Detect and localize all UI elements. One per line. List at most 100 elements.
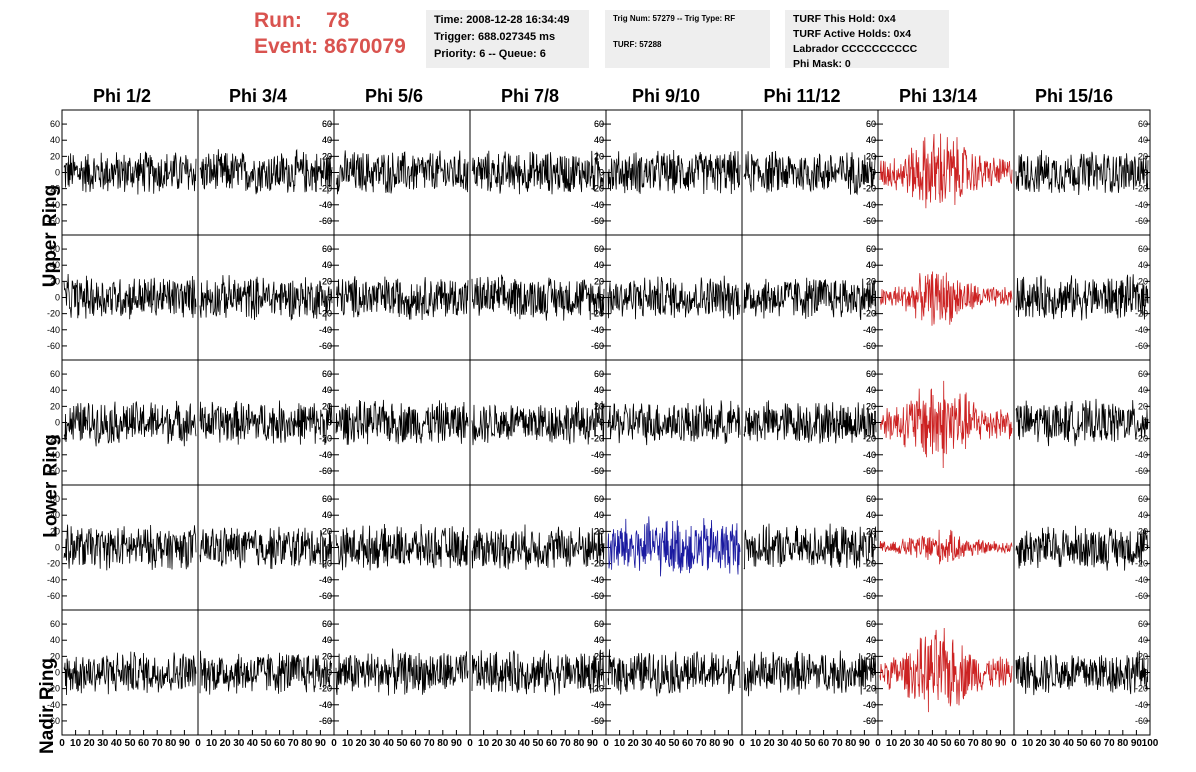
- x-tick-label: 10: [886, 738, 898, 749]
- y-tick-label: 60: [866, 619, 876, 629]
- x-tick-label: 70: [152, 738, 164, 749]
- x-tick-label: 90: [859, 738, 871, 749]
- y-tick-label: -60: [591, 716, 604, 726]
- y-tick-label: 20: [594, 651, 604, 661]
- y-tick-label: 20: [594, 276, 604, 286]
- y-tick-label: -40: [863, 325, 876, 335]
- x-tick-label: 10: [70, 738, 82, 749]
- y-tick-label: -60: [863, 716, 876, 726]
- y-tick-label: 20: [50, 151, 60, 161]
- waveform-trace: [1015, 650, 1149, 696]
- y-tick-label: -20: [591, 184, 604, 194]
- y-tick-label: -40: [319, 700, 332, 710]
- y-tick-label: 0: [55, 168, 60, 178]
- x-tick-label: 10: [206, 738, 218, 749]
- waveform-panel-r3-c1: -60 -40 -20 0 20 40 60: [197, 484, 335, 611]
- y-tick-label: 20: [866, 276, 876, 286]
- y-tick-label: -60: [591, 716, 604, 726]
- x-tick-label: 80: [981, 738, 993, 749]
- y-tick-label: 60: [594, 494, 604, 504]
- waveform-trace: [199, 400, 333, 446]
- y-tick-label: -40: [591, 200, 604, 210]
- y-tick-label: -40: [1135, 325, 1148, 335]
- waveform-trace: [471, 274, 605, 321]
- waveform-trace: [63, 651, 197, 696]
- y-tick-label: 40: [50, 135, 60, 145]
- y-tick-label: 0: [327, 543, 332, 553]
- x-tick-label: 90: [179, 738, 191, 749]
- y-tick-label: -40: [1135, 700, 1148, 710]
- y-tick-label: 20: [594, 276, 604, 286]
- x-tick-label: 70: [696, 738, 708, 749]
- x-tick-label: 50: [668, 738, 680, 749]
- x-tick-label: 0: [467, 738, 473, 749]
- x-tick-label: 50: [532, 738, 544, 749]
- waveform-trace: [743, 150, 877, 196]
- y-tick-label: 40: [322, 260, 332, 270]
- y-tick-label: -40: [319, 325, 332, 335]
- y-tick-label: -40: [319, 325, 332, 335]
- y-tick-label: -40: [863, 450, 876, 460]
- x-tick-label: 0: [59, 738, 65, 749]
- x-tick-label: 60: [274, 738, 286, 749]
- waveform-trace: [743, 277, 877, 321]
- y-tick-label: -20: [591, 684, 604, 694]
- y-tick-label: -40: [863, 700, 876, 710]
- info-turf-active: TURF Active Holds: 0x4: [793, 28, 912, 40]
- y-tick-label: 40: [866, 635, 876, 645]
- y-tick-label: 40: [50, 385, 60, 395]
- y-tick-label: 60: [50, 244, 60, 254]
- waveform-trace: [63, 524, 197, 571]
- info-priority: Priority: 6 -- Queue: 6: [434, 48, 546, 60]
- y-tick-label: 40: [322, 635, 332, 645]
- x-tick-label: 80: [573, 738, 585, 749]
- y-tick-label: -60: [319, 591, 332, 601]
- x-tick-label: 60: [546, 738, 558, 749]
- y-tick-label: 20: [322, 651, 332, 661]
- y-tick-label: 40: [594, 260, 604, 270]
- waveform-trace: [63, 273, 197, 320]
- y-tick-label: 40: [594, 510, 604, 520]
- y-tick-label: -60: [863, 341, 876, 351]
- y-tick-label: 20: [594, 401, 604, 411]
- y-tick-label: -60: [47, 216, 60, 226]
- y-tick-label: -40: [319, 200, 332, 210]
- x-tick-label: 70: [1104, 738, 1116, 749]
- y-tick-label: -60: [591, 216, 604, 226]
- y-tick-label: 0: [55, 293, 60, 303]
- x-tick-label: 60: [410, 738, 422, 749]
- waveform-trace: [879, 133, 1013, 209]
- y-tick-label: -40: [319, 200, 332, 210]
- y-tick-label: -20: [863, 184, 876, 194]
- y-tick-label: -60: [591, 216, 604, 226]
- run-event-label: Run: 78 Event: 8670079: [254, 8, 406, 60]
- y-tick-label: 40: [594, 510, 604, 520]
- y-tick-label: -40: [863, 200, 876, 210]
- y-tick-label: -20: [591, 434, 604, 444]
- y-tick-label: 20: [594, 151, 604, 161]
- x-tick-label: 40: [655, 738, 667, 749]
- waveform-trace: [335, 150, 469, 195]
- y-tick-label: 0: [327, 418, 332, 428]
- y-tick-label: -60: [319, 716, 332, 726]
- y-tick-label: -20: [319, 184, 332, 194]
- y-tick-label: -20: [863, 684, 876, 694]
- y-tick-label: -40: [47, 575, 60, 585]
- waveform-panel-r1-c1: -60 -40 -20 0 20 40 60: [197, 234, 335, 361]
- y-tick-label: -20: [1135, 434, 1148, 444]
- y-tick-label: -20: [47, 309, 60, 319]
- y-tick-label: -60: [319, 466, 332, 476]
- info-trignum: Trig Num: 57279 -- Trig Type: RF: [613, 14, 736, 23]
- waveform-panel-r1-c0: -60 -40 -20 0 20 40 60: [47, 234, 199, 361]
- y-tick-label: 60: [322, 494, 332, 504]
- y-tick-label: 60: [594, 619, 604, 629]
- column-header-phi-11-12: Phi 11/12: [763, 86, 841, 106]
- x-tick-label: 100: [1142, 738, 1159, 749]
- y-tick-label: 20: [50, 651, 60, 661]
- y-tick-label: -40: [47, 700, 60, 710]
- waveform-trace: [471, 524, 605, 570]
- y-tick-label: -20: [591, 309, 604, 319]
